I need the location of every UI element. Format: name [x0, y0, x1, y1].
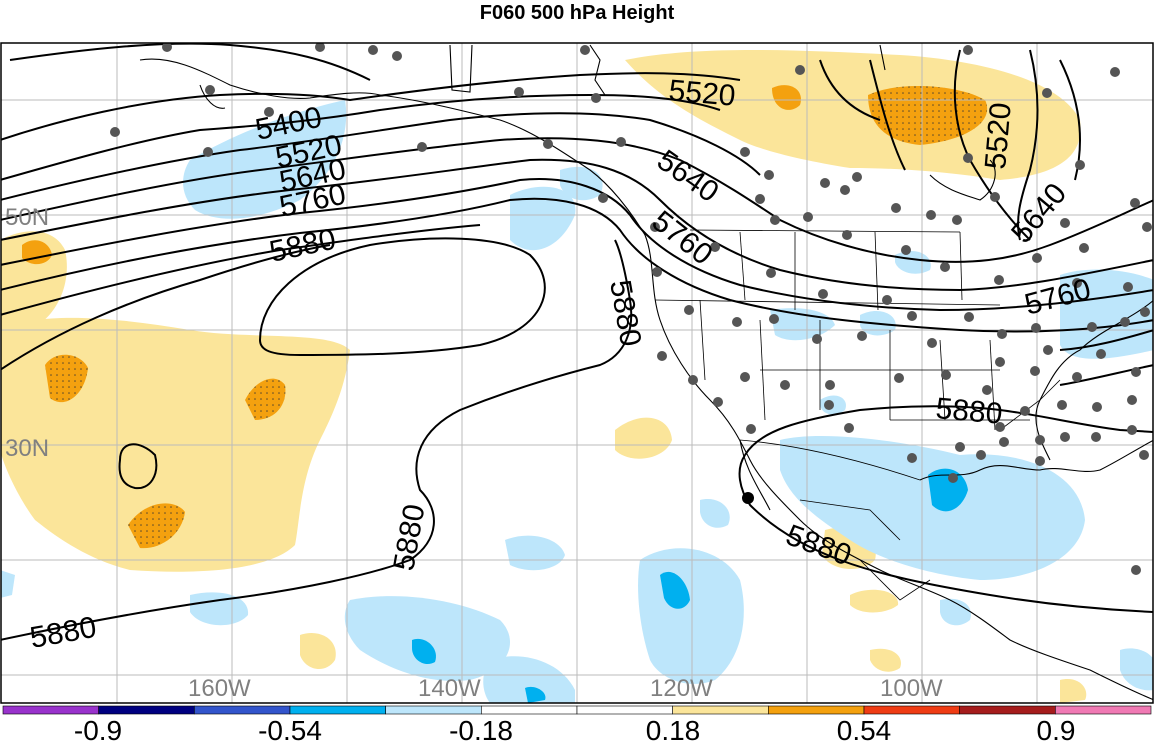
colorbar-swatch — [98, 705, 195, 715]
lat-label-50n: 50N — [5, 204, 49, 231]
contour-label: 5880 — [27, 611, 98, 655]
colorbar-label: 0.9 — [1037, 715, 1076, 742]
colorbar-label: 0.54 — [837, 715, 892, 742]
station-markers — [110, 43, 1152, 575]
contour-label: 5880 — [387, 502, 431, 573]
contour-label: 5640 — [651, 144, 725, 209]
significance-stippling — [45, 85, 988, 549]
lon-label-100w: 100W — [880, 675, 943, 702]
height-contours — [1, 43, 1153, 641]
contour-label: 5520 — [979, 101, 1018, 170]
colorbar-swatch — [959, 705, 1056, 715]
colorbar-label: -0.9 — [74, 715, 122, 742]
graticule — [1, 43, 1153, 703]
lon-label-160w: 160W — [188, 675, 251, 702]
colorbar-swatch — [385, 705, 482, 715]
colorbar-swatch — [289, 705, 386, 715]
colorbar-swatch — [1055, 705, 1152, 715]
colorbar-swatch — [768, 705, 865, 715]
map-title: F060 500 hPa Height — [479, 2, 675, 24]
contour-label: 5880 — [603, 277, 647, 348]
colorbar-swatch — [194, 705, 291, 715]
contour-label: 5880 — [267, 223, 339, 269]
map-frame — [0, 42, 1154, 704]
contour-label: 5640 — [1005, 177, 1073, 249]
colorbar-swatch — [863, 705, 960, 715]
negative-anomaly-strong — [412, 468, 968, 703]
colorbar-swatch — [576, 705, 673, 715]
lon-label-140w: 140W — [418, 675, 481, 702]
colorbar-labels: -0.9 -0.54 -0.18 0.18 0.54 0.9 — [74, 715, 1076, 742]
contour-label: 5520 — [667, 74, 736, 113]
contour-label: 5880 — [934, 392, 1003, 431]
colorbar-swatch — [481, 705, 578, 715]
colorbar-label: -0.18 — [449, 715, 513, 742]
coastlines — [139, 44, 1153, 701]
colorbar-label: -0.54 — [258, 715, 322, 742]
colorbar-swatch — [2, 705, 99, 715]
lat-label-30n: 30N — [5, 435, 49, 462]
lon-label-120w: 120W — [650, 675, 713, 702]
positive-anomaly-light — [1, 50, 1087, 703]
colorbar-label: 0.18 — [646, 715, 701, 742]
colorbar — [2, 705, 1152, 715]
colorbar-swatch — [672, 705, 769, 715]
